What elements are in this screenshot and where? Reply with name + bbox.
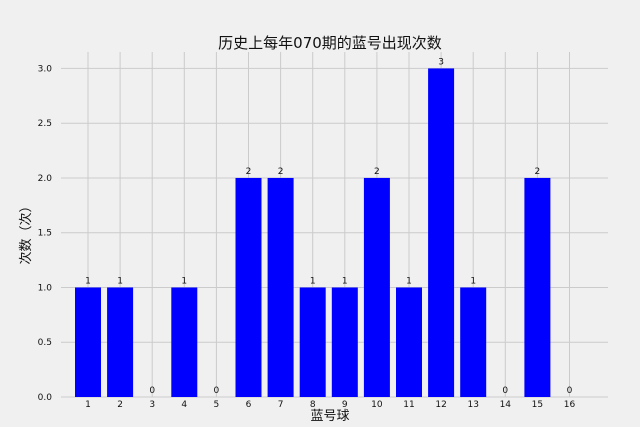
data-label-15: 2: [535, 167, 541, 177]
x-axis-label: 蓝号球: [310, 409, 349, 424]
x-tick-label-12: 12: [435, 400, 446, 410]
bar-15: [524, 177, 551, 397]
bars: [75, 68, 551, 397]
x-axis-ticks: 1 2 3 4 5 6 7 8 9 10 11 12 13 14 15 16: [85, 400, 575, 410]
bar-4: [171, 287, 198, 397]
data-label-10: 2: [374, 167, 380, 177]
y-axis-ticks: 0.0 0.5 1.0 1.5 2.0 2.5 3.0: [38, 64, 53, 403]
data-label-6: 2: [246, 167, 252, 177]
x-tick-label-10: 10: [371, 400, 383, 410]
bar-2: [107, 287, 134, 397]
x-tick-label-6: 6: [246, 400, 252, 410]
data-label-1: 1: [85, 276, 91, 286]
data-label-9: 1: [342, 276, 348, 286]
data-label-13: 1: [470, 276, 476, 286]
data-label-4: 1: [181, 276, 187, 286]
data-label-8: 1: [310, 276, 316, 286]
data-label-11: 1: [406, 276, 412, 286]
x-tick-label-2: 2: [117, 400, 123, 410]
bar-13: [460, 287, 487, 397]
y-tick-label: 0.5: [38, 338, 52, 348]
data-label-16: 0: [567, 386, 573, 396]
x-tick-label-13: 13: [467, 400, 478, 410]
y-tick-label: 0.0: [38, 393, 53, 403]
bar-1: [75, 287, 101, 397]
bar-8: [299, 287, 326, 397]
y-tick-label: 2.0: [38, 174, 53, 184]
data-label-2: 1: [117, 276, 123, 286]
y-axis-label: 次数（次）: [18, 199, 34, 264]
x-tick-label-16: 16: [564, 400, 576, 410]
x-tick-label-3: 3: [149, 400, 155, 410]
x-tick-label-11: 11: [403, 400, 414, 410]
x-tick-label-8: 8: [310, 400, 316, 410]
x-tick-label-9: 9: [342, 400, 348, 410]
bar-7: [267, 177, 294, 397]
data-labels: 1 1 0 1 0 2 2 1 1 2 1 3 1 0 2 0: [85, 57, 573, 396]
bar-9: [331, 287, 358, 397]
y-tick-label: 1.5: [38, 229, 52, 239]
y-tick-label: 2.5: [38, 119, 52, 129]
bar-11: [396, 287, 422, 397]
x-tick-label-15: 15: [532, 400, 543, 410]
data-label-7: 2: [278, 167, 284, 177]
bar-12: [428, 68, 455, 397]
x-tick-label-1: 1: [85, 400, 91, 410]
data-label-3: 0: [149, 386, 155, 396]
x-tick-label-4: 4: [181, 400, 187, 410]
y-tick-label: 3.0: [38, 64, 53, 74]
x-tick-label-14: 14: [500, 400, 512, 410]
bar-6: [235, 177, 262, 397]
x-tick-label-5: 5: [214, 400, 220, 410]
x-tick-label-7: 7: [278, 400, 284, 410]
y-tick-label: 1.0: [38, 283, 53, 293]
chart-title: 历史上每年070期的蓝号出现次数: [218, 34, 442, 52]
bar-10: [363, 177, 390, 397]
data-label-12: 3: [438, 57, 444, 67]
data-label-5: 0: [214, 386, 220, 396]
data-label-14: 0: [502, 386, 508, 396]
